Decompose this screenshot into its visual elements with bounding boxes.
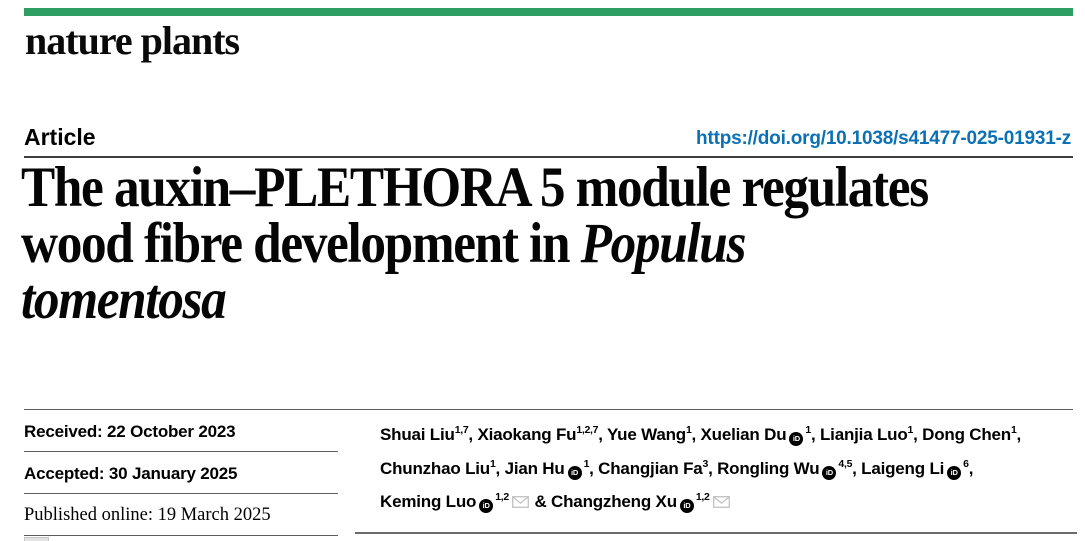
article-history: Received: 22 October 2023 Accepted: 30 J…	[24, 410, 338, 536]
author-name: Xuelian Du	[700, 425, 787, 444]
author-name: Changjian Fa	[598, 458, 703, 478]
author-name: Shuai Liu	[380, 425, 455, 444]
author-affiliation-superscript: 4,5	[838, 457, 853, 470]
history-row-text: Published online: 19 March 2025	[24, 505, 271, 525]
author-affiliation-superscript: 3	[702, 457, 709, 470]
author-separator: ,	[495, 458, 505, 478]
author-affiliation-superscript: 1	[907, 424, 914, 436]
author-entry: Chunzhao Liu1,	[380, 457, 505, 478]
author-entry: Jian Hu iD1,	[504, 457, 599, 480]
author-affiliation-superscript: 1	[685, 424, 692, 436]
divider	[355, 532, 1077, 534]
orcid-icon[interactable]: iD	[947, 465, 962, 480]
author-name: Laigeng Li	[861, 458, 945, 478]
orcid-icon[interactable]: iD	[567, 465, 582, 480]
author-line: Shuai Liu1,7, Xiaokang Fu1,2,7, Yue Wang…	[380, 416, 1075, 450]
divider	[24, 409, 1073, 410]
history-row: Received: 22 October 2023	[24, 410, 338, 452]
author-separator: ,	[589, 458, 599, 478]
history-row-text: Received: 22 October 2023	[24, 422, 236, 441]
author-entry: Rongling Wu iD4,5,	[717, 457, 862, 480]
email-envelope-icon[interactable]	[712, 496, 730, 508]
title-line-2: wood fibre development in Populus	[21, 212, 746, 275]
author-separator: ,	[968, 458, 974, 478]
author-affiliation-superscript: 1	[489, 457, 496, 470]
author-name: Keming Luo	[380, 492, 477, 511]
author-separator: ,	[913, 425, 923, 444]
author-entry: Changzheng Xu iD1,2	[551, 491, 731, 514]
article-type-label: Article	[24, 124, 96, 150]
author-entry: Laigeng Li iD6,	[861, 457, 974, 480]
author-entry: Xuelian Du iD1,	[700, 424, 820, 447]
title-line-1: The auxin–PLETHORA 5 module regulates	[21, 156, 929, 219]
doi-link[interactable]: https://doi.org/10.1038/s41477-025-01931…	[696, 128, 1071, 149]
author-separator: ,	[708, 458, 718, 478]
author-affiliation-superscript: 1	[583, 457, 590, 470]
author-name: Xiaokang Fu	[477, 425, 577, 444]
author-affiliation-superscript: 1,2	[495, 491, 509, 503]
title-line-3: tomentosa	[21, 271, 1029, 328]
author-affiliation-superscript: 1,7	[454, 424, 469, 436]
author-name: Jian Hu	[504, 458, 565, 478]
author-name: Changzheng Xu	[551, 492, 677, 511]
author-affiliation-superscript: 1	[1010, 424, 1017, 436]
author-name: Rongling Wu	[717, 458, 820, 478]
author-affiliation-superscript: 1,2,7	[576, 424, 599, 436]
orcid-icon[interactable]: iD	[679, 499, 694, 514]
author-entry: Shuai Liu1,7,	[380, 424, 478, 444]
author-affiliation-superscript: 1	[805, 424, 811, 436]
author-entry: Changjian Fa3,	[598, 457, 718, 478]
author-line: Keming Luo iD1,2 & Changzheng Xu iD1,2	[380, 483, 1075, 517]
author-affiliation-superscript: 6	[963, 457, 969, 470]
journal-wordmark: nature plants	[25, 18, 240, 63]
journal-accent-bar	[24, 8, 1073, 16]
history-row: Accepted: 30 January 2025	[24, 452, 338, 494]
author-entry: Lianjia Luo1,	[820, 424, 923, 444]
orcid-icon[interactable]: iD	[822, 465, 837, 480]
species-name-italic: Populus	[580, 212, 747, 275]
author-separator: ,	[691, 425, 701, 444]
author-name: Chunzhao Liu	[380, 458, 490, 478]
author-entry: Dong Chen1,	[922, 424, 1022, 444]
orcid-icon[interactable]: iD	[479, 499, 494, 514]
author-separator: ,	[852, 458, 862, 478]
author-list: Shuai Liu1,7, Xiaokang Fu1,2,7, Yue Wang…	[380, 416, 1075, 517]
author-entry: Yue Wang1,	[606, 424, 701, 444]
author-separator: ,	[468, 425, 478, 444]
species-name-italic: tomentosa	[21, 268, 227, 331]
history-row-text: Accepted: 30 January 2025	[24, 464, 238, 483]
author-entry: Xiaokang Fu1,2,7,	[477, 424, 607, 444]
author-name: Yue Wang	[606, 425, 686, 444]
article-title: The auxin–PLETHORA 5 module regulates wo…	[21, 156, 1029, 328]
author-name: Dong Chen	[922, 425, 1011, 444]
email-envelope-icon[interactable]	[511, 496, 529, 508]
orcid-icon[interactable]: iD	[789, 432, 804, 447]
author-line: Chunzhao Liu1, Jian Hu iD1, Changjian Fa3…	[380, 450, 1075, 484]
author-separator: ,	[1016, 425, 1022, 444]
author-entry: Keming Luo iD1,2 &	[380, 491, 552, 514]
author-name: Lianjia Luo	[820, 425, 908, 444]
author-affiliation-superscript: 1,2	[695, 491, 710, 503]
history-row: Published online: 19 March 2025	[24, 494, 338, 536]
check-for-updates-badge[interactable]	[24, 537, 49, 541]
divider	[24, 156, 1073, 158]
author-separator: ,	[810, 425, 820, 444]
author-separator: ,	[598, 425, 607, 444]
author-separator: &	[529, 492, 552, 511]
